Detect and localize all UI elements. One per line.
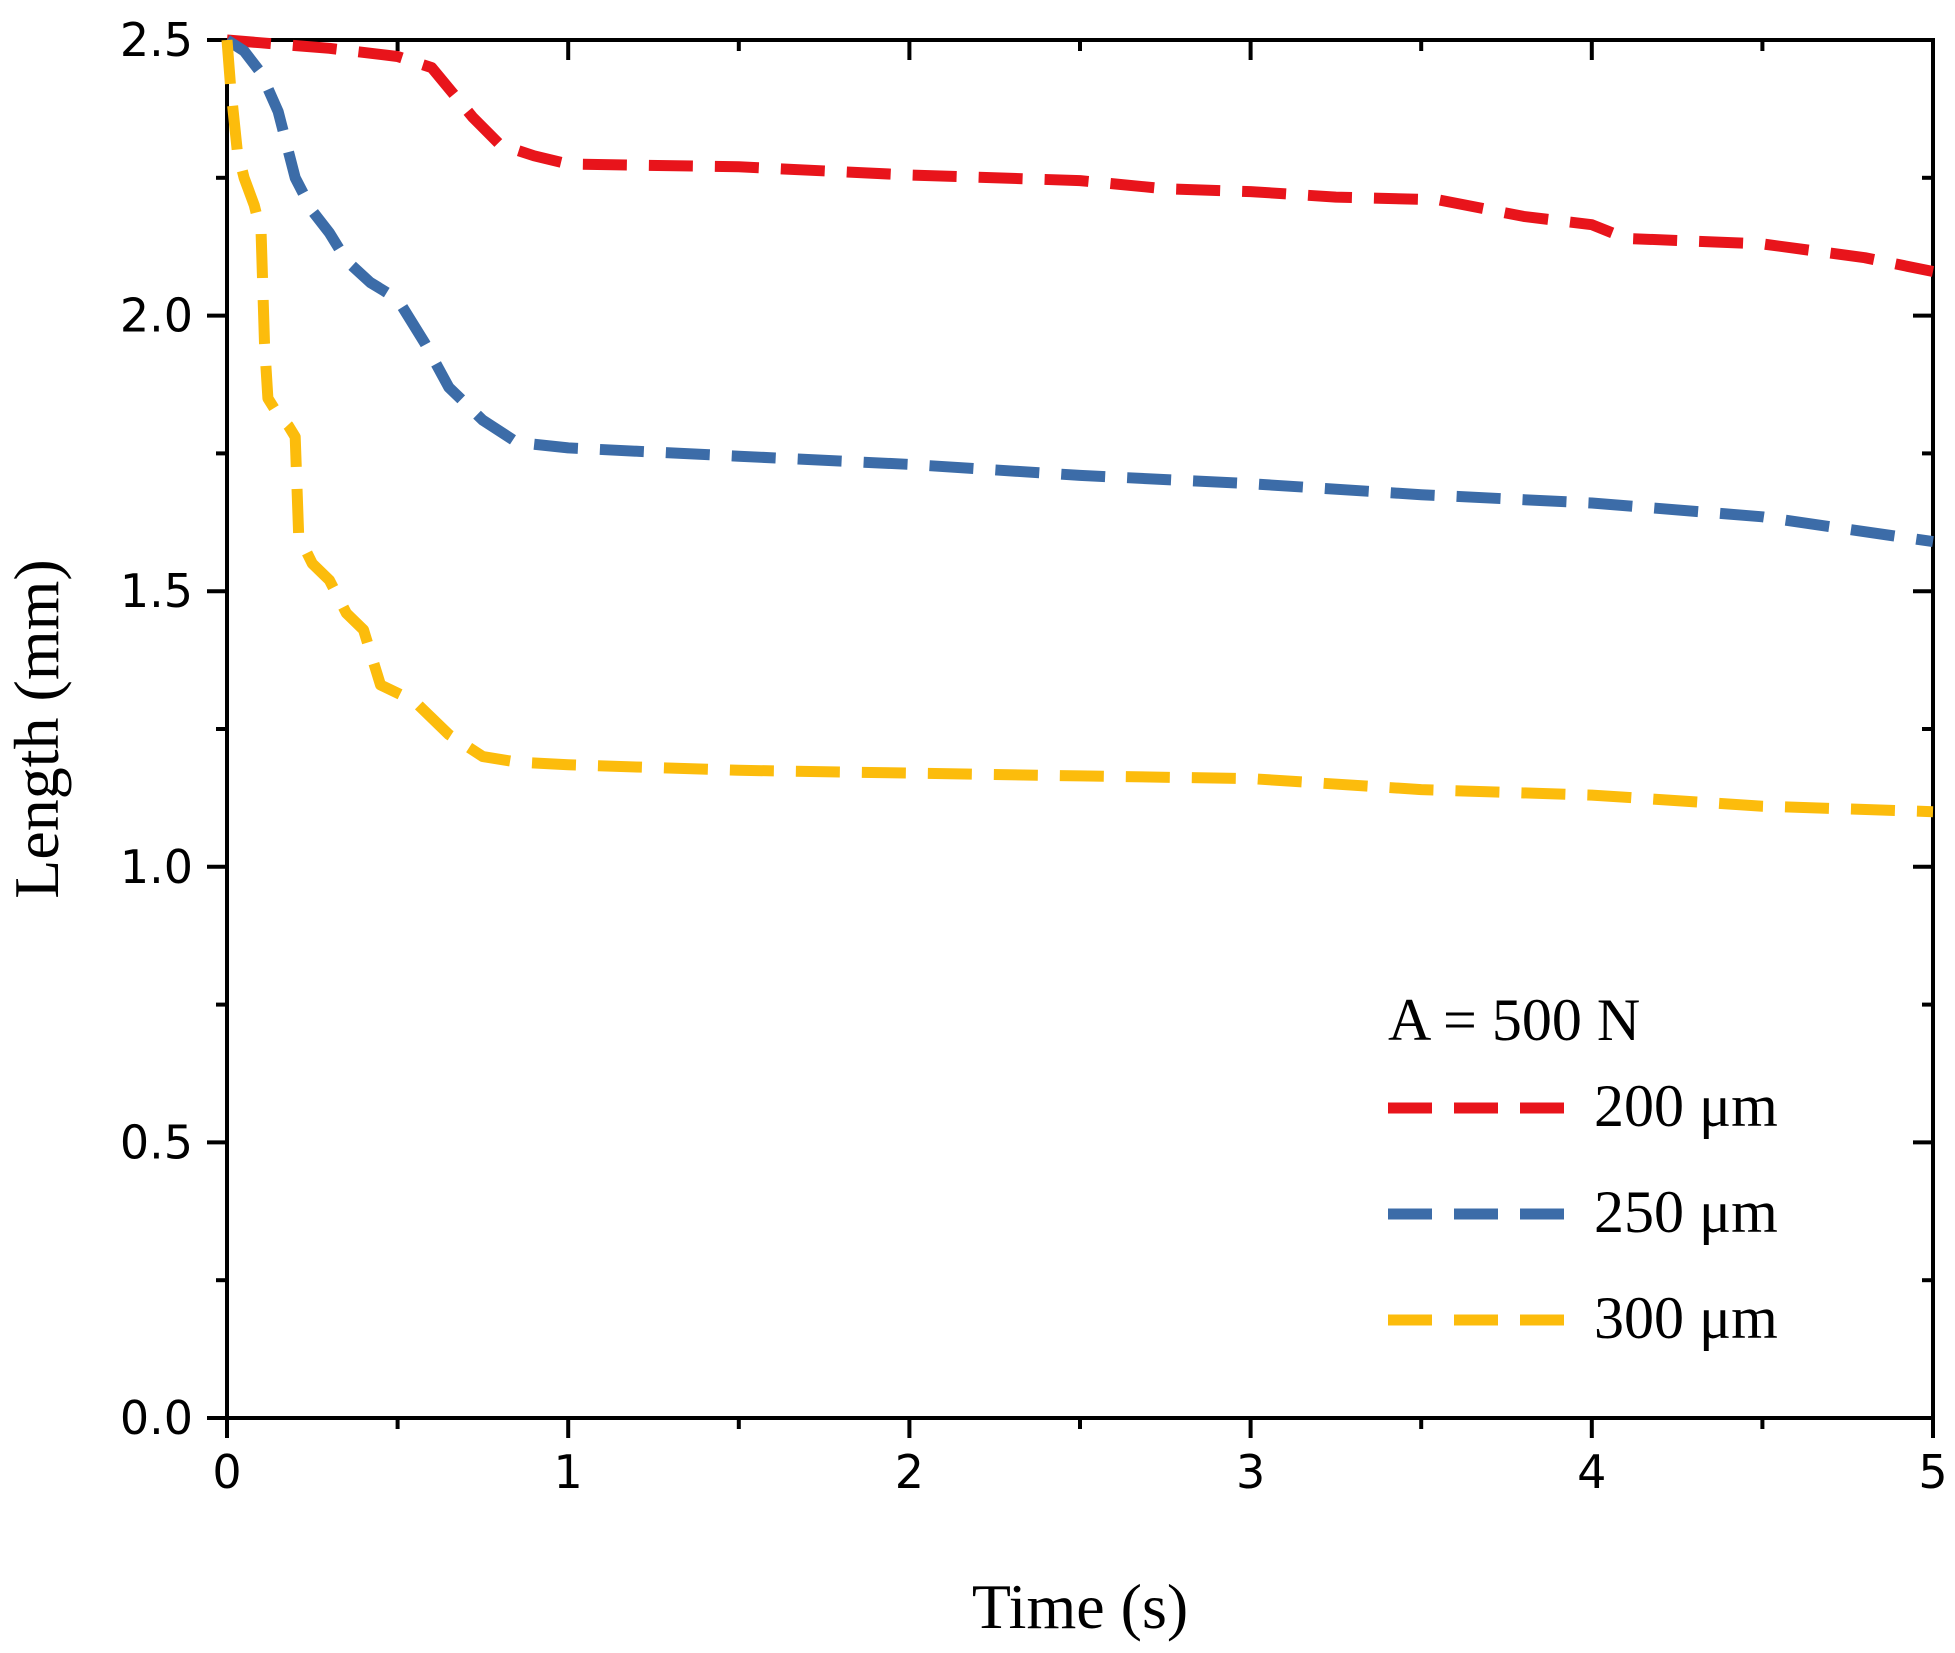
y-tick-label: 2.0 bbox=[120, 289, 193, 343]
legend: A = 500 N 200 μm 250 μm 300 μm bbox=[1388, 987, 1778, 1351]
series-layer bbox=[221, 34, 1935, 818]
x-tick-label: 5 bbox=[1918, 1445, 1947, 1499]
legend-label-2: 250 μm bbox=[1594, 1179, 1778, 1245]
x-axis-title: Time (s) bbox=[972, 1571, 1188, 1642]
series-line-2 bbox=[224, 35, 1934, 548]
x-tick-label: 4 bbox=[1577, 1445, 1606, 1499]
series-line-3 bbox=[221, 39, 1934, 818]
legend-title: A = 500 N bbox=[1388, 987, 1640, 1053]
x-tick-label: 3 bbox=[1236, 1445, 1265, 1499]
x-tick-label: 2 bbox=[895, 1445, 924, 1499]
legend-label-3: 300 μm bbox=[1594, 1285, 1778, 1351]
y-axis-title: Length (mm) bbox=[1, 559, 72, 898]
x-tick-label: 1 bbox=[554, 1445, 583, 1499]
x-axis-ticks: 0 1 2 3 4 5 bbox=[212, 40, 1948, 1499]
y-tick-label: 0.5 bbox=[120, 1115, 193, 1169]
y-axis-ticks: 0.0 0.5 1.0 1.5 2.0 2.5 bbox=[120, 13, 1933, 1445]
y-tick-label: 2.5 bbox=[120, 13, 193, 67]
y-tick-label: 0.0 bbox=[120, 1391, 193, 1445]
series-line-1 bbox=[226, 34, 1935, 277]
x-tick-label: 0 bbox=[212, 1445, 241, 1499]
y-tick-label: 1.0 bbox=[120, 840, 193, 894]
y-tick-label: 1.5 bbox=[120, 564, 193, 618]
legend-label-1: 200 μm bbox=[1594, 1073, 1778, 1139]
